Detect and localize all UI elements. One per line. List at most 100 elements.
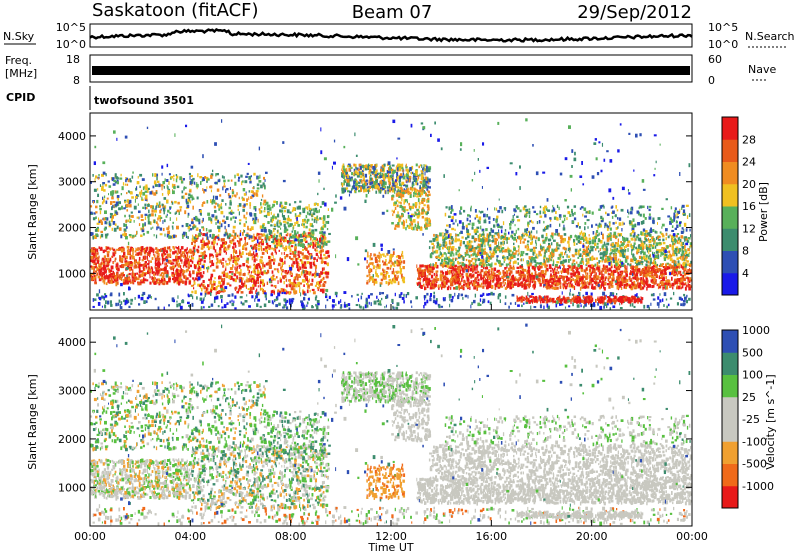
range-cell [174,212,177,215]
range-cell [280,209,284,213]
range-cell [103,195,106,199]
range-cell [220,259,222,264]
range-cell [124,260,127,263]
range-cell [488,274,490,277]
range-cell [553,270,556,274]
range-cell [218,229,221,233]
range-cell [651,270,654,273]
range-cell [499,282,503,285]
range-cell [160,278,164,282]
range-cell [689,269,692,273]
range-cell [128,234,132,237]
range-cell [159,227,163,231]
range-cell [614,253,617,256]
range-cell [169,217,171,221]
range-cell [257,247,261,251]
range-cell [483,271,486,276]
range-cell [645,239,648,242]
range-cell [632,253,635,258]
range-cell [136,216,139,219]
range-cell [217,219,220,224]
range-cell [556,282,559,287]
range-cell [612,259,615,263]
range-cell [297,250,300,254]
range-cell [227,224,230,228]
range-cell [246,198,248,202]
range-cell [484,283,486,287]
range-cell [492,253,495,258]
range-cell [435,249,439,254]
range-cell [502,236,505,239]
range-cell [90,232,93,236]
range-cell [134,276,138,280]
range-cell [527,264,530,269]
range-cell [187,236,189,239]
range-cell [655,236,658,240]
power-heatmap [90,118,692,311]
range-cell [268,204,271,208]
range-cell [544,270,548,273]
range-cell [116,248,119,251]
range-cell [509,278,513,282]
range-cell [254,246,257,250]
range-cell [142,233,145,236]
range-cell [439,262,443,266]
range-cell [243,193,247,196]
range-cell [560,251,564,256]
range-cell [142,264,145,268]
range-cell [151,270,154,275]
range-cell [625,272,628,275]
range-cell [222,286,224,290]
range-cell [201,275,204,278]
range-cell [454,266,456,270]
range-cell [553,282,556,286]
range-cell [526,276,529,281]
range-cell [242,282,245,287]
range-cell [201,252,205,256]
range-cell [571,283,573,287]
range-cell [210,265,212,268]
range-cell [184,210,187,215]
range-cell [171,274,175,277]
range-cell [239,252,242,256]
range-cell [215,215,218,220]
range-cell [103,217,106,221]
range-cell [519,276,522,281]
range-cell [507,282,510,287]
range-cell [589,249,592,254]
range-cell [446,286,450,291]
range-cell [534,283,536,288]
range-cell [136,186,138,190]
range-cell [305,235,308,239]
range-cell [202,271,205,275]
range-cell [163,185,165,189]
range-cell [236,240,238,243]
range-cell [213,246,215,251]
range-cell [140,270,143,273]
range-cell [623,246,626,250]
range-cell [431,252,434,255]
range-cell [116,177,119,180]
range-cell [523,274,525,279]
range-cell [489,269,491,272]
range-cell [494,267,497,272]
range-cell [121,260,124,264]
range-cell [440,271,442,275]
range-cell [251,194,255,198]
range-cell [631,271,635,275]
range-cell [313,263,316,267]
range-cell [579,248,582,252]
range-cell [455,276,458,279]
range-cell [184,254,187,258]
range-cell [515,250,518,253]
range-cell [647,238,650,241]
range-cell [232,229,235,234]
range-cell [671,234,674,239]
range-cell [480,243,484,248]
range-cell [304,280,306,283]
range-cell [463,283,465,287]
range-cell [247,265,250,269]
range-cell [150,266,153,269]
range-cell [650,270,653,273]
range-cell [687,277,690,280]
